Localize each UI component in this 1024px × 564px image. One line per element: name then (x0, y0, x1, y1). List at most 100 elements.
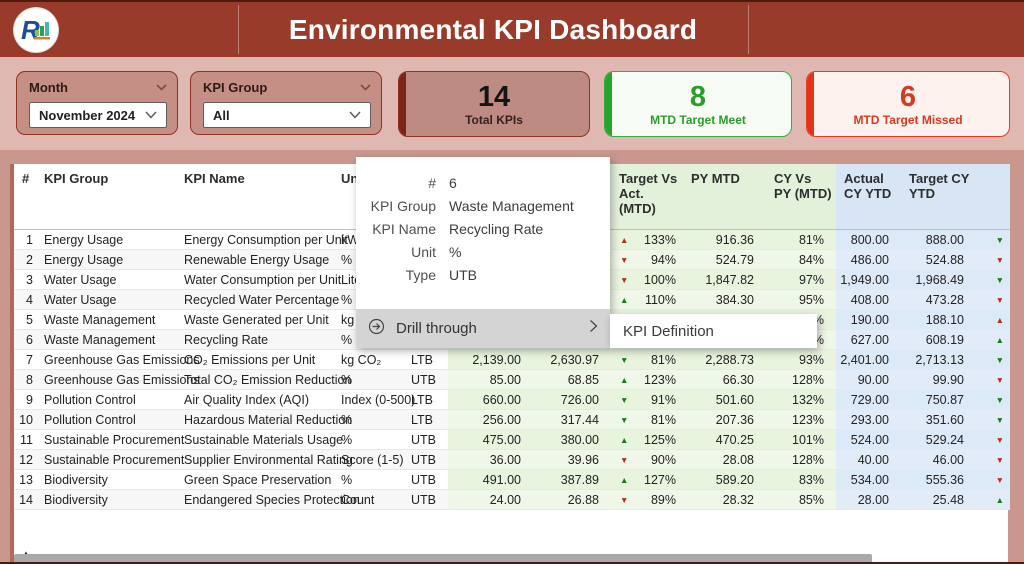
column-header-12[interactable]: Target CY YTD (901, 164, 976, 229)
cell-unit: % (341, 332, 353, 347)
cell-kpi-group: Water Usage (44, 292, 117, 307)
total-kpis-value: 14 (477, 80, 511, 113)
context-field-value: Recycling Rate (449, 221, 544, 237)
cell-cy-vs-py: 128% (766, 450, 836, 469)
column-header-3[interactable]: KPI Name (184, 171, 245, 186)
cell-target-vs-actual: ▲ 123% (611, 370, 683, 389)
table-row[interactable]: 11 Sustainable Procurement Sustainable Mat… (14, 430, 1010, 450)
cell-number: 14 (19, 492, 33, 507)
sort-asc-icon[interactable]: ▲ (22, 549, 30, 558)
cell-number: 5 (26, 312, 33, 327)
trend-down-icon: ▼ (620, 454, 629, 465)
cell-number: 13 (19, 472, 33, 487)
trend-down-icon: ▼ (995, 354, 1004, 365)
cell-cy-vs-py: 132% (766, 390, 836, 409)
cell-kpi-name: Energy Consumption per Unit (184, 232, 348, 247)
kpi-group-slicer: KPI Group All (190, 71, 382, 135)
chevron-down-icon[interactable] (360, 84, 371, 91)
kpi-group-select[interactable]: All (203, 102, 371, 128)
month-select[interactable]: November 2024 (29, 102, 167, 128)
cell-py-mtd: 524.79 (683, 250, 766, 269)
trend-up-icon: ▲ (995, 334, 1004, 345)
cell-type: UTB (411, 492, 436, 507)
cell-kpi-group: Energy Usage (44, 252, 124, 267)
tva-percent: 127% (644, 472, 676, 487)
cell-target-cy-ytd: 608.19 (901, 330, 976, 349)
cell-target-cy-ytd: 2,713.13 (901, 350, 976, 369)
cell-actual-mtd: 2,139.00 (448, 350, 533, 369)
tva-percent: 81% (650, 412, 676, 427)
cell-target-cy-ytd: 351.60 (901, 410, 976, 429)
context-field-value: 6 (449, 175, 457, 191)
cell-kpi-group: Biodiversity (44, 492, 108, 507)
trend-down-icon: ▼ (995, 454, 1004, 465)
mtd-target-missed-card[interactable]: 6 MTD Target Missed (806, 71, 1010, 137)
trend-down-icon: ▼ (620, 394, 629, 405)
chevron-down-icon[interactable] (156, 84, 167, 91)
mtd-target-missed-label: MTD Target Missed (853, 112, 963, 127)
cell-py-mtd: 470.25 (683, 430, 766, 449)
cell-target-vs-actual: ▼ 91% (611, 390, 683, 409)
trend-down-icon: ▼ (995, 434, 1004, 445)
cell-kpi-name: Hazardous Material Reduction (184, 412, 353, 427)
cell-actual-mtd: 491.00 (448, 470, 533, 489)
column-header-8[interactable]: Target Vs Act. (MTD) (611, 164, 683, 229)
table-row[interactable]: 10 Pollution Control Hazardous Material Re… (14, 410, 1010, 430)
cell-type: LTB (411, 412, 433, 427)
table-row[interactable]: 13 Biodiversity Green Space Preservation% U… (14, 470, 1010, 490)
cell-ytd-indicator: ▼ (976, 290, 1010, 309)
column-header-10[interactable]: CY Vs PY (MTD) (766, 164, 836, 229)
trend-down-icon: ▼ (995, 474, 1004, 485)
total-kpis-card[interactable]: 14 Total KPIs (398, 71, 590, 137)
horizontal-scrollbar[interactable] (14, 554, 872, 562)
cell-cy-vs-py: 85% (766, 490, 836, 509)
chevron-right-icon (589, 319, 598, 338)
cell-number: 12 (19, 452, 33, 467)
kpi-definition-item[interactable]: KPI Definition (610, 314, 817, 348)
table-row[interactable]: 14 Biodiversity Endangered Species Protect… (14, 490, 1010, 510)
trend-up-icon: ▲ (620, 294, 629, 305)
context-menu-fields: #6 KPI Group Waste Management KPI Name Recyc… (356, 157, 610, 309)
cell-target-mtd: 387.89 (533, 470, 611, 489)
cell-kpi-group: Waste Management (44, 332, 156, 347)
column-header-2[interactable]: KPI Group (44, 171, 109, 186)
cell-cy-vs-py: 81% (766, 230, 836, 249)
cell-cy-vs-py: 83% (766, 470, 836, 489)
table-row[interactable]: 12 Sustainable Procurement Supplier Enviro… (14, 450, 1010, 470)
cell-kpi-group: Waste Management (44, 312, 156, 327)
cell-number: 2 (26, 252, 33, 267)
cell-type: LTB (411, 352, 433, 367)
cell-number: 11 (20, 432, 33, 447)
trend-down-icon: ▼ (995, 274, 1004, 285)
cell-actual-cy-ytd: 729.00 (836, 390, 901, 409)
table-row[interactable]: 8 Greenhouse Gas Emissions Total CO₂ Emiss… (14, 370, 1010, 390)
cell-kpi-name: Water Consumption per Unit (184, 272, 342, 287)
cell-kpi-group: Water Usage (44, 272, 117, 287)
cell-target-mtd: 380.00 (533, 430, 611, 449)
kpi-group-slicer-label: KPI Group (203, 80, 268, 95)
cell-ytd-indicator: ▲ (976, 490, 1010, 509)
tva-percent: 123% (644, 372, 676, 387)
cell-kpi-name: Sustainable Materials Usage (184, 432, 344, 447)
column-header-9[interactable]: PY MTD (683, 164, 766, 229)
column-header-13[interactable] (976, 164, 1010, 229)
tva-percent: 125% (644, 432, 676, 447)
mtd-target-meet-card[interactable]: 8 MTD Target Meet (604, 71, 792, 137)
cell-target-cy-ytd: 473.28 (901, 290, 976, 309)
cell-kpi-name: Supplier Environmental Rating (184, 452, 353, 467)
table-row[interactable]: 9 Pollution Control Air Quality Index (AQI… (14, 390, 1010, 410)
cell-ytd-indicator: ▼ (976, 370, 1010, 389)
cell-kpi-name: Recycled Water Percentage (184, 292, 340, 307)
drill-through-item[interactable]: Drill through (356, 309, 610, 348)
column-header-11[interactable]: Actual CY YTD (836, 164, 901, 229)
context-field-value: UTB (449, 267, 477, 283)
cell-ytd-indicator: ▲ (976, 330, 1010, 349)
trend-down-icon: ▼ (995, 414, 1004, 425)
column-header-1[interactable]: # (22, 171, 30, 186)
cell-target-mtd: 2,630.97 (533, 350, 611, 369)
trend-down-icon: ▼ (995, 374, 1004, 385)
table-row[interactable]: 7 Greenhouse Gas Emissions CO₂ Emissions p… (14, 350, 1010, 370)
mtd-target-missed-value: 6 (899, 80, 917, 113)
kpi-definition-label: KPI Definition (623, 322, 714, 340)
